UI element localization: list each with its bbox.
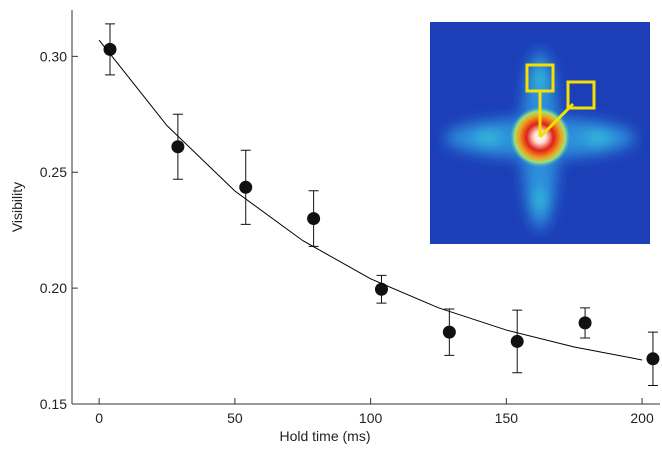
x-tick-label: 100 <box>359 410 383 426</box>
x-tick-label: 50 <box>227 410 243 426</box>
point <box>511 335 524 348</box>
x-tick-label: 0 <box>95 410 103 426</box>
chart: Hold time (ms) Visibility 0.15 0.20 0.25 0.… <box>0 0 662 452</box>
y-tick-label: 0.20 <box>40 280 67 296</box>
page: Hold time (ms) Visibility 0.15 0.20 0.25 0.… <box>0 0 662 457</box>
y-tick-label: 0.30 <box>40 48 67 64</box>
point <box>239 181 252 194</box>
point <box>171 140 184 153</box>
x-axis-label: Hold time (ms) <box>279 428 370 444</box>
x-tick-label: 150 <box>495 410 519 426</box>
x-tick-label: 200 <box>630 410 654 426</box>
point <box>646 352 659 365</box>
point <box>579 316 592 329</box>
y-axis-label: Visibility <box>9 182 25 232</box>
inset-image <box>430 22 650 244</box>
y-tick-label: 0.25 <box>40 164 67 180</box>
point <box>443 326 456 339</box>
point <box>307 212 320 225</box>
y-tick-label: 0.15 <box>40 396 67 412</box>
point <box>375 283 388 296</box>
